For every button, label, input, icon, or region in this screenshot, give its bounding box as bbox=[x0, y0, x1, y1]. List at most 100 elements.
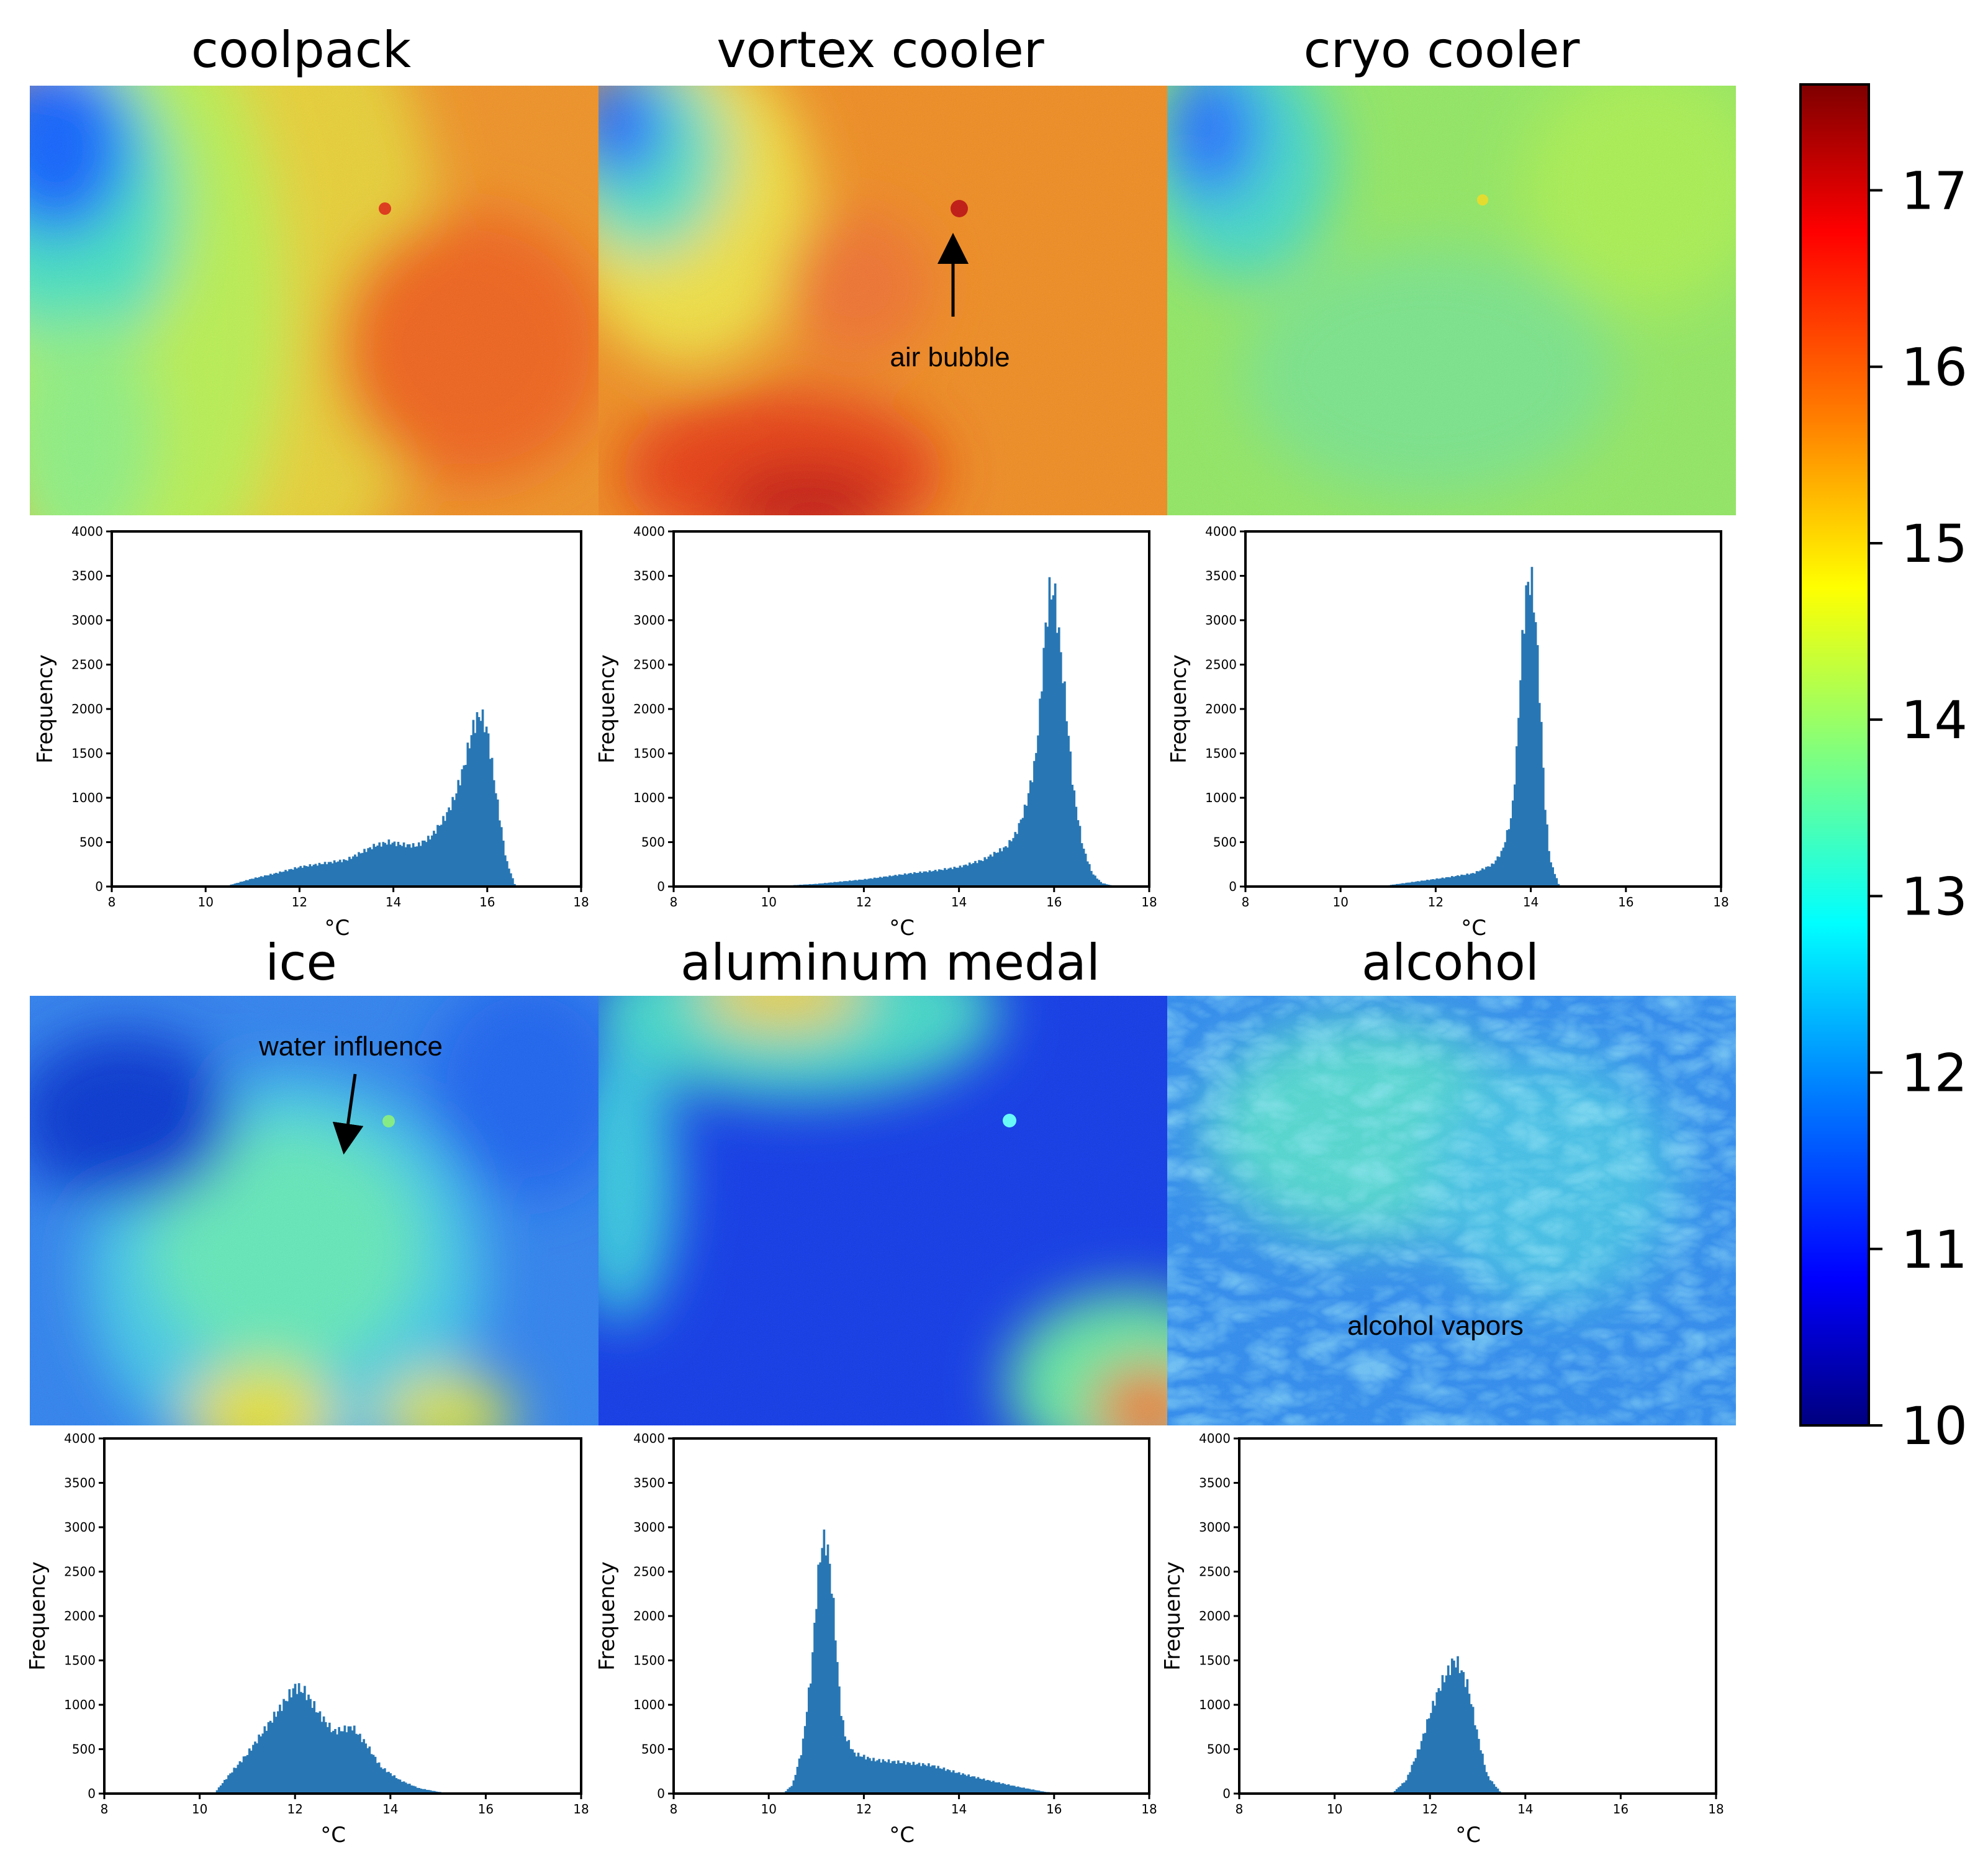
histogram-bar bbox=[1534, 622, 1537, 887]
y-tick-label: 0 bbox=[1229, 879, 1237, 894]
histogram-bar bbox=[305, 865, 308, 887]
histogram-bar bbox=[788, 1787, 792, 1794]
x-axis-label: °C bbox=[889, 1823, 915, 1848]
histogram-bar bbox=[944, 1771, 947, 1794]
histogram-bar bbox=[1003, 1784, 1006, 1794]
histogram-bar bbox=[324, 1722, 327, 1794]
histogram-bar bbox=[1527, 582, 1530, 887]
histogram-bar bbox=[914, 1764, 917, 1794]
histogram-bar bbox=[995, 852, 998, 887]
histogram-bar bbox=[821, 883, 825, 887]
histogram-bar bbox=[810, 1683, 812, 1794]
histogram-bar bbox=[260, 1736, 263, 1794]
histogram-bar bbox=[1052, 595, 1055, 887]
x-tick-label: 16 bbox=[479, 895, 495, 910]
histogram-bar bbox=[331, 863, 334, 887]
x-tick-label: 16 bbox=[1618, 895, 1633, 910]
histogram-bar bbox=[860, 880, 862, 887]
histogram-bar bbox=[1016, 834, 1019, 887]
x-axis-label: °C bbox=[320, 1823, 346, 1848]
hot-spot bbox=[382, 1115, 395, 1127]
x-tick-label: 12 bbox=[856, 1802, 872, 1817]
x-tick-label: 10 bbox=[761, 1802, 776, 1817]
histogram-bar bbox=[1487, 866, 1489, 887]
histogram-bar bbox=[237, 1764, 240, 1794]
histogram-bar bbox=[826, 883, 828, 887]
histogram-bar bbox=[261, 877, 264, 887]
histogram-bar bbox=[263, 875, 266, 887]
x-axis-label: °C bbox=[1461, 916, 1486, 941]
histogram-bar bbox=[254, 1741, 256, 1794]
histogram-bar bbox=[949, 867, 952, 887]
histogram-bar bbox=[365, 852, 368, 887]
histogram-bar bbox=[900, 874, 903, 887]
x-tick-label: 16 bbox=[1046, 1802, 1062, 1817]
histogram-bar bbox=[448, 807, 450, 887]
histogram-bar bbox=[284, 1700, 287, 1794]
y-tick-label: 2500 bbox=[71, 657, 103, 672]
y-tick-label: 4000 bbox=[633, 524, 665, 539]
y-tick-label: 0 bbox=[1222, 1786, 1231, 1801]
histogram-bar bbox=[833, 882, 836, 887]
x-tick-label: 14 bbox=[382, 1802, 398, 1817]
histogram-bar bbox=[1468, 1694, 1471, 1794]
colorbar-tick-label: 14 bbox=[1901, 690, 1968, 751]
y-tick-label: 2500 bbox=[1199, 1564, 1231, 1579]
histogram-bar bbox=[1525, 585, 1528, 887]
histogram-bar bbox=[998, 848, 1001, 887]
histogram-bar bbox=[848, 880, 851, 887]
histogram-alcohol: 8 10 12 14 16 18 0 500 1000 1500 2000 2500 3000 3500 4… bbox=[1160, 1431, 1724, 1848]
histogram-bar bbox=[414, 1786, 417, 1794]
histogram-bar bbox=[844, 881, 847, 887]
annotation-water-influence: water influence bbox=[258, 1031, 443, 1155]
histogram-bar bbox=[1397, 1787, 1400, 1794]
y-tick-label: 1000 bbox=[633, 790, 665, 805]
histogram-bar bbox=[889, 1763, 892, 1794]
histogram-bar bbox=[839, 881, 842, 887]
histogram-bar bbox=[347, 1726, 350, 1794]
histogram-bar bbox=[322, 1716, 325, 1794]
histogram-bar bbox=[1024, 1788, 1027, 1794]
histogram-bar bbox=[933, 1765, 936, 1794]
histogram-bar bbox=[1424, 880, 1427, 887]
histogram-bar bbox=[318, 862, 321, 887]
histogram-bar bbox=[386, 1772, 388, 1794]
histogram-bar bbox=[389, 1773, 392, 1794]
histogram-bar bbox=[925, 1766, 928, 1794]
histogram-bar bbox=[334, 1729, 337, 1794]
histogram-bar bbox=[936, 871, 939, 887]
y-tick-label: 3500 bbox=[633, 569, 665, 584]
histogram-bar bbox=[1403, 883, 1406, 887]
histogram-bar bbox=[1509, 818, 1512, 887]
histogram-bar bbox=[387, 1771, 390, 1794]
histogram-bar bbox=[1530, 567, 1534, 887]
histogram-bar bbox=[1001, 1783, 1005, 1794]
histogram-bar bbox=[391, 842, 394, 887]
histogram-bar bbox=[1005, 846, 1007, 887]
histogram-bar bbox=[260, 876, 263, 887]
histogram-bar bbox=[1399, 1786, 1402, 1794]
hot-spot bbox=[1477, 194, 1488, 205]
histogram-bar bbox=[239, 882, 242, 887]
histogram-bar bbox=[1078, 826, 1082, 887]
histogram-bar bbox=[942, 870, 944, 887]
histogram-bar bbox=[406, 844, 409, 887]
histogram-bar bbox=[944, 868, 946, 887]
y-tick-label: 500 bbox=[1213, 835, 1237, 850]
x-tick-label: 14 bbox=[1517, 1802, 1533, 1817]
x-tick-label: 8 bbox=[101, 1802, 109, 1817]
histogram-bar bbox=[1031, 782, 1034, 887]
histogram-bar bbox=[243, 881, 246, 887]
histogram-bar bbox=[1003, 847, 1005, 887]
histogram-bar bbox=[408, 844, 411, 887]
histogram-bar bbox=[880, 877, 883, 887]
histogram-bar bbox=[504, 855, 507, 887]
histogram-bar bbox=[1483, 1764, 1486, 1794]
histogram-bar bbox=[413, 846, 417, 887]
histogram-bar bbox=[993, 852, 996, 887]
histogram-bar bbox=[977, 1777, 980, 1794]
histogram-bar bbox=[357, 1735, 359, 1794]
histogram-bar bbox=[1516, 746, 1518, 887]
histogram-bar bbox=[429, 839, 431, 887]
histogram-bar bbox=[425, 1790, 428, 1794]
